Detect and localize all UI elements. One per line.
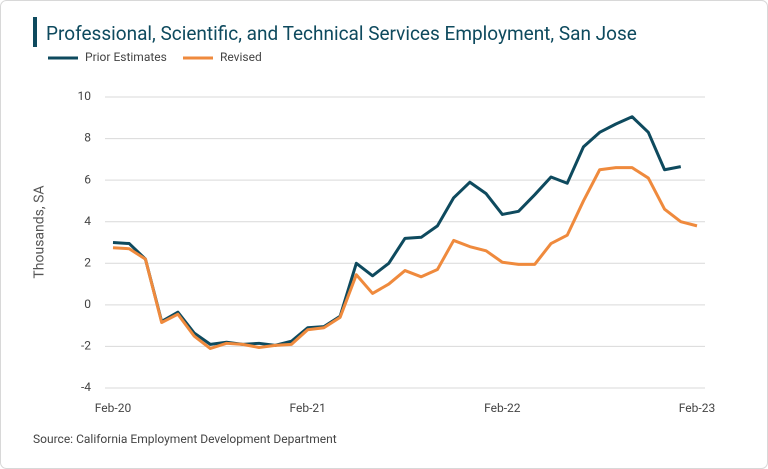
x-tick-label: Feb-23 bbox=[679, 401, 715, 415]
series-line bbox=[112, 166, 698, 351]
legend-label: Prior Estimates bbox=[85, 50, 167, 64]
chart-title: Professional, Scientific, and Technical … bbox=[46, 22, 637, 45]
legend-label: Revised bbox=[220, 50, 262, 64]
y-tick-label: 4 bbox=[84, 214, 91, 228]
y-tick-label: 6 bbox=[84, 172, 91, 186]
x-tick-label: Feb-22 bbox=[484, 401, 521, 415]
y-tick-label: -4 bbox=[81, 380, 91, 394]
y-tick-label: -2 bbox=[81, 339, 91, 353]
y-tick-label: 0 bbox=[84, 297, 91, 311]
y-axis-label: Thousands, SA bbox=[32, 185, 48, 278]
x-tick-label: Feb-20 bbox=[95, 401, 132, 415]
x-tick-label: Feb-21 bbox=[289, 401, 325, 415]
series-line bbox=[112, 115, 682, 347]
title-accent bbox=[33, 17, 37, 47]
y-tick-label: 8 bbox=[84, 131, 91, 145]
y-tick-label: 10 bbox=[78, 89, 92, 103]
y-tick-label: 2 bbox=[84, 255, 91, 269]
source-note: Source: California Employment Developmen… bbox=[33, 432, 337, 446]
